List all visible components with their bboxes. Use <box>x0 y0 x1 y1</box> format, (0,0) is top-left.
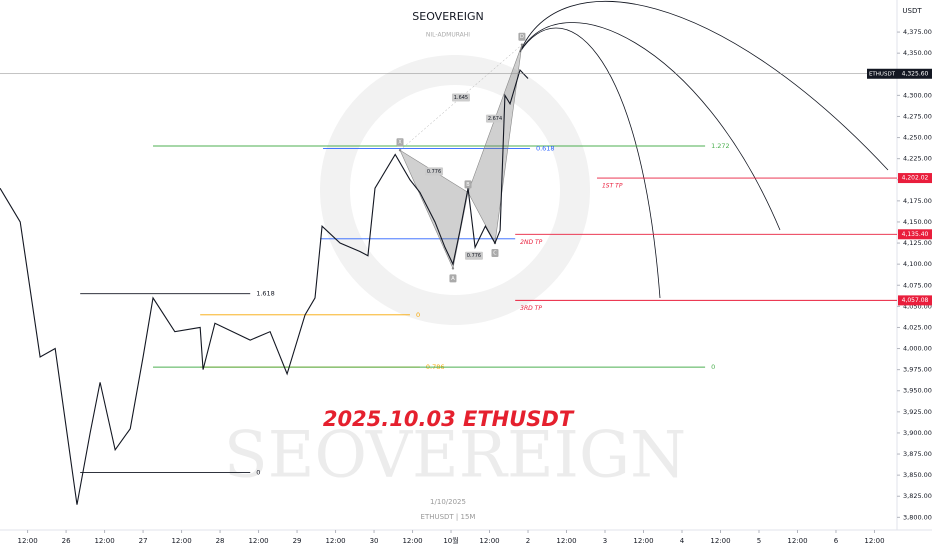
symbol-box <box>867 68 898 79</box>
watermark-logo <box>320 55 590 325</box>
arc <box>519 27 661 299</box>
x-tick-label: 29 <box>293 537 302 545</box>
target-name: 2ND TP <box>520 239 542 246</box>
y-tick-label: 3,875.00 <box>903 450 932 458</box>
projection-arcs <box>519 1 889 299</box>
x-tick-label: 2 <box>526 537 530 545</box>
ratio-box <box>464 251 483 260</box>
pattern-label: D <box>520 34 524 40</box>
y-tick-label: 3,900.00 <box>903 429 932 437</box>
y-tick-label: 4,100.00 <box>903 260 932 268</box>
last-price-box <box>898 68 932 79</box>
target-name: 3RD TP <box>520 305 542 312</box>
currency: USDT <box>902 7 922 15</box>
level-label: 1.618 <box>256 290 275 298</box>
symbol-note: ETHUSDT | 15M <box>421 513 476 521</box>
price-line <box>0 68 529 505</box>
ratio-box <box>425 167 444 176</box>
x-tick-label: 30 <box>370 537 379 545</box>
y-tick-label: 4,150.00 <box>903 218 932 226</box>
pattern-label: X <box>398 140 402 146</box>
pattern-label: C <box>493 251 497 257</box>
y-tick-label: 4,375.00 <box>903 28 932 36</box>
level-label: 0 <box>711 363 715 371</box>
y-tick-label: 4,125.00 <box>903 239 932 247</box>
target-name: 1ST TP <box>602 183 623 190</box>
level-label: 1.272 <box>711 142 730 150</box>
y-tick-label: 4,275.00 <box>903 112 932 120</box>
pattern-label-box <box>464 180 472 189</box>
x-tick-label: 12:00 <box>864 537 884 545</box>
level-label: 0.618 <box>536 145 555 153</box>
y-tick-label: 4,075.00 <box>903 281 932 289</box>
y-tick-label: 4,300.00 <box>903 91 932 99</box>
x-tick-label: 27 <box>139 537 148 545</box>
x-tick-label: 4 <box>680 537 685 545</box>
pattern-point <box>520 43 524 46</box>
x-tick-label: 12:00 <box>633 537 653 545</box>
arc <box>519 22 781 231</box>
x-tick-label: 3 <box>603 537 607 545</box>
ratio-box <box>485 114 504 123</box>
pattern-point <box>451 267 455 270</box>
pattern-label-box <box>449 274 457 283</box>
y-tick-label: 4,225.00 <box>903 155 932 163</box>
y-tick-label: 4,050.00 <box>903 302 932 310</box>
x-tick-label: 6 <box>834 537 839 545</box>
last-price-label: 4,325.60 <box>902 70 929 77</box>
y-tick-label: 4,350.00 <box>903 49 932 57</box>
pattern-label-box <box>518 32 526 41</box>
x-tick-label: 28 <box>216 537 225 545</box>
x-tick-label: 26 <box>62 537 71 545</box>
target-price: 4,135.40 <box>902 231 929 238</box>
y-tick-label: 4,175.00 <box>903 197 932 205</box>
pattern-label: A <box>451 276 455 282</box>
ratio-label: 0.776 <box>427 169 441 175</box>
arc <box>519 1 889 171</box>
y-tick-label: 3,925.00 <box>903 408 932 416</box>
date-note: 1/10/2025 <box>430 498 466 506</box>
x-tick-label: 10월 <box>443 536 458 545</box>
ratio-label: 2.674 <box>488 116 502 122</box>
x-tick-label: 12:00 <box>17 537 37 545</box>
target-price-box <box>898 295 932 306</box>
y-tick-label: 3,850.00 <box>903 471 932 479</box>
x-tick-label: 12:00 <box>94 537 114 545</box>
x-tick-label: 12:00 <box>479 537 499 545</box>
target-price-box <box>898 229 932 240</box>
level-label: 0 <box>256 469 260 477</box>
pattern-label: B <box>466 182 470 188</box>
ratio-label: 0.776 <box>467 253 481 259</box>
x-tick-label: 12:00 <box>556 537 576 545</box>
x-tick-label: 12:00 <box>710 537 730 545</box>
x-tick-label: 12:00 <box>248 537 268 545</box>
target-price-box <box>898 173 932 184</box>
chart-title: SEOVEREIGN <box>412 10 483 23</box>
headline: 2025.10.03 ETHUSDT <box>323 407 575 431</box>
y-tick-label: 3,975.00 <box>903 366 932 374</box>
x-tick-label: 12:00 <box>787 537 807 545</box>
y-tick-label: 3,950.00 <box>903 387 932 395</box>
chart-subtitle: NIL-ADMURAHI <box>426 32 470 39</box>
symbol-label: ETHUSDT <box>869 71 896 77</box>
y-tick-label: 3,800.00 <box>903 513 932 521</box>
target-price: 4,202.02 <box>902 175 929 182</box>
y-tick-label: 4,025.00 <box>903 323 932 331</box>
x-tick-label: 12:00 <box>325 537 345 545</box>
x-tick-label: 12:00 <box>402 537 422 545</box>
y-tick-label: 3,825.00 <box>903 492 932 500</box>
x-tick-label: 5 <box>757 537 761 545</box>
ratio-box <box>451 93 470 102</box>
watermark: SEOVEREIGN <box>224 419 686 493</box>
y-tick-label: 4,250.00 <box>903 134 932 142</box>
level-label: 0 <box>416 311 420 319</box>
pattern-label-box <box>491 249 499 258</box>
y-tick-label: 4,000.00 <box>903 345 932 353</box>
x-tick-label: 12:00 <box>171 537 191 545</box>
pattern-label-box <box>396 138 404 147</box>
pattern-point <box>398 149 402 152</box>
ratio-label: 1.645 <box>454 95 468 101</box>
target-price: 4,057.08 <box>902 297 929 304</box>
